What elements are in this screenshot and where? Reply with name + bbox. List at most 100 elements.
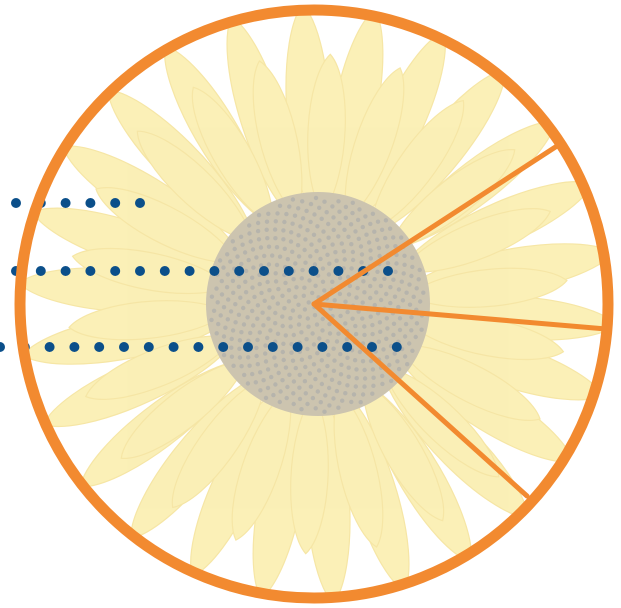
floret	[378, 329, 383, 334]
floret	[336, 199, 341, 204]
floret	[291, 277, 296, 282]
floret	[371, 383, 376, 388]
floret	[218, 313, 223, 318]
floret	[401, 271, 406, 276]
floret	[271, 392, 276, 398]
center-florets	[209, 195, 426, 414]
floret	[273, 321, 278, 326]
floret	[331, 215, 336, 220]
floret	[280, 378, 285, 383]
floret	[281, 237, 286, 242]
floret	[255, 316, 260, 321]
orange-circle-outline	[14, 4, 614, 604]
floret	[331, 346, 336, 351]
floret	[296, 254, 302, 259]
floret	[332, 358, 337, 363]
floret	[302, 247, 307, 253]
floret	[375, 311, 381, 316]
dot	[209, 266, 220, 276]
floret	[340, 398, 345, 403]
floret	[350, 257, 356, 263]
floret	[349, 399, 354, 405]
floret	[375, 269, 380, 274]
floret	[416, 277, 421, 282]
floret	[343, 391, 348, 396]
floret	[223, 325, 228, 330]
floret	[306, 300, 311, 305]
dot	[168, 342, 179, 352]
floret	[319, 216, 324, 221]
floret	[225, 317, 230, 322]
floret	[336, 234, 341, 239]
floret	[209, 294, 215, 299]
floret	[399, 235, 404, 240]
floret	[345, 309, 350, 315]
floret	[300, 199, 305, 204]
floret	[308, 384, 314, 389]
floret	[288, 324, 293, 329]
floret	[273, 236, 278, 241]
floret	[317, 205, 322, 210]
floret	[239, 364, 244, 369]
floret	[256, 212, 262, 218]
floret	[265, 367, 271, 372]
floret	[375, 219, 381, 224]
floret	[413, 334, 418, 340]
floret	[397, 327, 403, 333]
floret	[366, 240, 372, 245]
floret	[395, 359, 400, 364]
dot	[367, 342, 377, 352]
floret	[305, 228, 310, 233]
ray-line-3	[311, 301, 530, 499]
floret	[314, 322, 320, 327]
floret	[370, 367, 376, 372]
floret	[275, 211, 280, 216]
floret	[287, 204, 292, 209]
floret	[324, 210, 329, 215]
floret	[362, 376, 368, 381]
floret	[259, 290, 264, 296]
dot	[391, 342, 402, 352]
floret	[325, 363, 330, 369]
dot	[85, 266, 96, 276]
dot	[317, 342, 328, 352]
floret	[265, 385, 271, 391]
floret	[368, 358, 374, 364]
floret	[334, 258, 339, 263]
floret	[360, 359, 366, 364]
floret	[267, 288, 272, 293]
floret	[370, 391, 375, 396]
floret	[291, 401, 296, 407]
floret	[376, 245, 382, 251]
floret	[357, 207, 362, 212]
floret	[375, 237, 380, 242]
floret	[378, 297, 384, 303]
floret	[307, 278, 312, 283]
floret	[336, 331, 341, 336]
dot	[143, 342, 154, 352]
floret	[237, 346, 242, 351]
floret	[305, 346, 310, 352]
floret	[257, 330, 262, 335]
floret	[280, 293, 285, 298]
floret	[391, 321, 397, 326]
floret	[342, 257, 347, 262]
floret	[368, 256, 373, 261]
floret	[288, 316, 293, 321]
floret	[323, 393, 328, 398]
floret	[237, 338, 243, 343]
floret	[338, 351, 343, 357]
floret	[256, 237, 262, 242]
floret	[246, 257, 251, 263]
inner-petal-11	[71, 247, 231, 295]
floret	[392, 351, 397, 356]
floret	[237, 355, 243, 360]
floret	[283, 365, 289, 370]
floret	[284, 211, 289, 217]
inner-petal-13	[136, 130, 254, 243]
floret	[290, 308, 296, 313]
floret	[359, 252, 365, 257]
floret	[290, 249, 295, 254]
floret	[250, 308, 255, 314]
